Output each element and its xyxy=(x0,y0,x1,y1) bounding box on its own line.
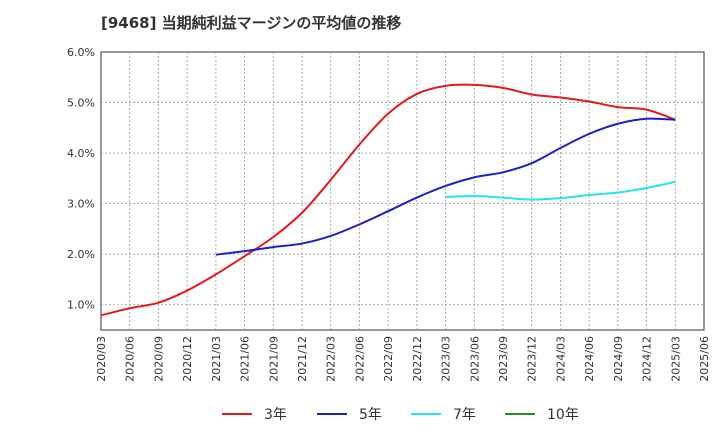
legend-label-1: 5年 xyxy=(359,407,382,423)
x-tick-label: 2021/09 xyxy=(267,336,280,382)
y-tick-label: 2.0% xyxy=(67,248,95,261)
x-tick-label: 2021/12 xyxy=(296,336,309,382)
x-tick-label: 2022/09 xyxy=(382,336,395,382)
x-tick-label: 2023/03 xyxy=(440,336,453,382)
series-line-0 xyxy=(100,83,676,317)
x-tick-label: 2021/03 xyxy=(210,336,223,382)
x-tick-label: 2025/06 xyxy=(698,336,711,382)
y-tick-label: 5.0% xyxy=(67,97,95,110)
y-tick-label: 6.0% xyxy=(67,46,95,59)
y-axis: 1.0% 2.0% 3.0% 4.0% 5.0% 6.0% xyxy=(67,46,95,312)
x-tick-label: 2023/06 xyxy=(468,336,481,382)
legend-label-2: 7年 xyxy=(453,407,476,423)
x-tick-label: 2022/03 xyxy=(325,336,338,382)
x-tick-label: 2020/12 xyxy=(181,336,194,382)
x-tick-label: 2024/09 xyxy=(612,336,625,382)
series-line-1 xyxy=(215,117,676,256)
y-tick-label: 4.0% xyxy=(67,147,95,160)
x-tick-label: 2020/09 xyxy=(152,336,165,382)
x-tick-label: 2023/12 xyxy=(526,336,539,382)
x-tick-label: 2024/06 xyxy=(583,336,596,382)
x-tick-label: 2025/03 xyxy=(669,336,682,382)
x-tick-label: 2024/12 xyxy=(641,336,654,382)
y-tick-label: 1.0% xyxy=(67,299,95,312)
x-tick-label: 2024/03 xyxy=(554,336,567,382)
legend: 3年 5年 7年 10年 xyxy=(222,407,579,423)
series-line-2 xyxy=(445,180,676,201)
series-layer xyxy=(100,83,676,317)
x-tick-label: 2020/03 xyxy=(95,336,108,382)
x-tick-label: 2020/06 xyxy=(124,336,137,382)
x-tick-label: 2022/06 xyxy=(353,336,366,382)
x-tick-label: 2023/09 xyxy=(497,336,510,382)
legend-label-0: 3年 xyxy=(264,407,287,423)
x-axis: 2020/03 2020/06 2020/09 2020/12 2021/03 2021/… xyxy=(95,336,711,382)
legend-label-3: 10年 xyxy=(547,407,579,423)
y-tick-label: 3.0% xyxy=(67,198,95,211)
x-tick-label: 2021/06 xyxy=(239,336,252,382)
chart-title: [9468] 当期純利益マージンの平均値の推移 xyxy=(101,14,402,32)
x-tick-label: 2022/12 xyxy=(411,336,424,382)
